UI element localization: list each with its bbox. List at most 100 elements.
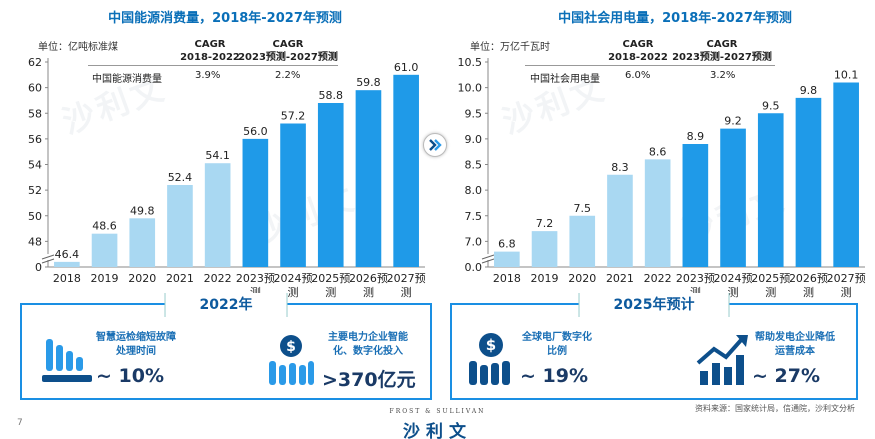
metric-value-cost-reduction: ~ 27% — [752, 365, 821, 387]
metric-label-fault-time: 智慧运检缩短故障处理时间 — [96, 332, 176, 357]
y-tick-label: 10.5 — [458, 56, 483, 69]
x-tick-label: 2021 — [606, 272, 634, 285]
x-tick-label-wrap: 测 — [803, 286, 814, 299]
bar — [280, 123, 306, 267]
x-tick-label-wrap: 测 — [325, 286, 336, 299]
dollar-bars-icon: $ — [466, 333, 516, 393]
bar — [720, 128, 746, 267]
data-label: 52.4 — [168, 171, 193, 184]
x-tick-label-wrap: 测 — [765, 286, 776, 299]
brand-wordmark-small: FROST & SULLIVAN — [389, 408, 486, 415]
cagr-header-label: CAGR — [272, 39, 304, 50]
svg-text:$: $ — [286, 339, 296, 355]
cagr-header-label: CAGR — [622, 39, 654, 50]
axis-break-mark — [481, 254, 495, 260]
bar — [833, 82, 859, 267]
x-tick-label: 2026预 — [789, 272, 828, 285]
chart-title-electricity: 中国社会用电量，2018年-2027年预测 — [558, 11, 792, 26]
data-label: 9.8 — [800, 84, 818, 97]
x-tick-label-wrap: 测 — [728, 286, 739, 299]
data-label: 46.4 — [55, 248, 80, 261]
y-tick-label: 10.0 — [458, 82, 483, 95]
bar — [494, 251, 520, 267]
x-tick-label-wrap: 测 — [690, 286, 701, 299]
cagr-row-label: 中国能源消费量 — [92, 74, 162, 85]
money-bars-icon: $ — [267, 335, 315, 393]
bar — [531, 231, 558, 267]
metric-value-fault-time: ~ 10% — [96, 365, 165, 387]
y-tick-label: 58 — [28, 107, 42, 120]
bar — [91, 233, 118, 267]
y-tick-label: 9.5 — [465, 107, 483, 120]
x-tick-label: 2024预 — [714, 272, 753, 285]
bar — [682, 144, 709, 267]
bar — [129, 218, 156, 267]
cagr-value-1: 3.9% — [195, 70, 221, 81]
data-label: 8.9 — [687, 130, 705, 143]
cagr-period-label: 2023预测-2027预测 — [238, 52, 338, 63]
x-tick-label: 2027预 — [387, 272, 426, 285]
bar — [569, 215, 596, 267]
bar — [317, 103, 344, 267]
x-tick-label: 2023预 — [236, 272, 275, 285]
data-label: 7.2 — [536, 217, 554, 230]
x-tick-label: 2019 — [531, 272, 559, 285]
bar-chart-down-icon — [42, 339, 94, 389]
x-tick-label: 2027预 — [827, 272, 866, 285]
x-tick-label: 2025预 — [751, 272, 790, 285]
panel-title: 2025年预计 — [578, 293, 730, 317]
metric-label-investment: 主要电力企业智能化、数字化投入 — [328, 332, 408, 357]
x-tick-label: 2019 — [91, 272, 119, 285]
y-tick-label: 8.5 — [465, 159, 483, 172]
cagr-divider — [525, 65, 775, 66]
y-tick-label: 52 — [28, 184, 42, 197]
metric-value-investment: >370亿元 — [322, 369, 416, 391]
y-tick-label: 48 — [28, 235, 42, 248]
x-tick-label-wrap: 测 — [288, 286, 299, 299]
cagr-header-1: CAGR 2018-2022 — [175, 38, 245, 64]
axis-break-mark — [41, 258, 55, 264]
data-label: 48.6 — [92, 220, 117, 233]
y-tick-label: 7.0 — [465, 235, 483, 248]
bar — [644, 159, 671, 267]
data-label: 59.8 — [356, 76, 381, 89]
growth-arrow-icon — [696, 333, 752, 393]
y-tick-label: 9.0 — [465, 133, 483, 146]
y-tick-label: 56 — [28, 133, 42, 146]
data-label: 10.1 — [834, 69, 859, 82]
cagr-value-2: 2.2% — [275, 70, 301, 81]
x-tick-label-wrap: 测 — [250, 286, 261, 299]
bar — [757, 113, 784, 267]
metric-label-cost-reduction: 帮助发电企业降低运营成本 — [755, 332, 835, 357]
y-tick-label: 0 — [35, 261, 42, 274]
cagr-value-2: 3.2% — [710, 70, 736, 81]
bar-chart-energy: 0 48 50 52 54 56 58 60 62 46.4 2018 48.6 2019 49.8 202… — [28, 56, 426, 299]
cagr-header-label: CAGR — [706, 39, 738, 50]
cagr-row-label: 中国社会用电量 — [530, 74, 600, 85]
chart-title-energy: 中国能源消费量，2018年-2027年预测 — [108, 11, 342, 26]
data-label: 6.8 — [498, 238, 515, 251]
x-tick-label: 2020 — [128, 272, 156, 285]
y-tick-label: 62 — [28, 56, 42, 69]
data-label: 7.5 — [574, 202, 592, 215]
bar — [204, 163, 231, 267]
x-tick-label: 2018 — [53, 272, 81, 285]
cagr-period-label: 2018-2022 — [180, 52, 240, 63]
data-label: 8.6 — [649, 145, 667, 158]
bar-chart-electricity: 0.0 7.0 7.5 8.0 8.5 9.0 9.5 10.0 10.5 6.8 2018 7.2 2… — [458, 56, 866, 299]
next-arrow-icon — [423, 133, 447, 157]
data-label: 9.5 — [762, 99, 780, 112]
cagr-period-label: 2023预测-2027预测 — [672, 52, 772, 63]
x-tick-label: 2022 — [204, 272, 232, 285]
x-tick-label: 2022 — [644, 272, 672, 285]
x-tick-label: 2021 — [166, 272, 194, 285]
y-tick-label: 8.0 — [465, 184, 483, 197]
y-tick-label: 60 — [28, 82, 42, 95]
y-tick-label: 7.5 — [465, 210, 483, 223]
bar — [242, 138, 269, 267]
data-label: 57.2 — [281, 110, 306, 123]
data-label: 61.0 — [394, 61, 419, 74]
bar — [795, 97, 822, 267]
y-tick-label: 50 — [28, 210, 42, 223]
svg-text:$: $ — [486, 336, 496, 354]
